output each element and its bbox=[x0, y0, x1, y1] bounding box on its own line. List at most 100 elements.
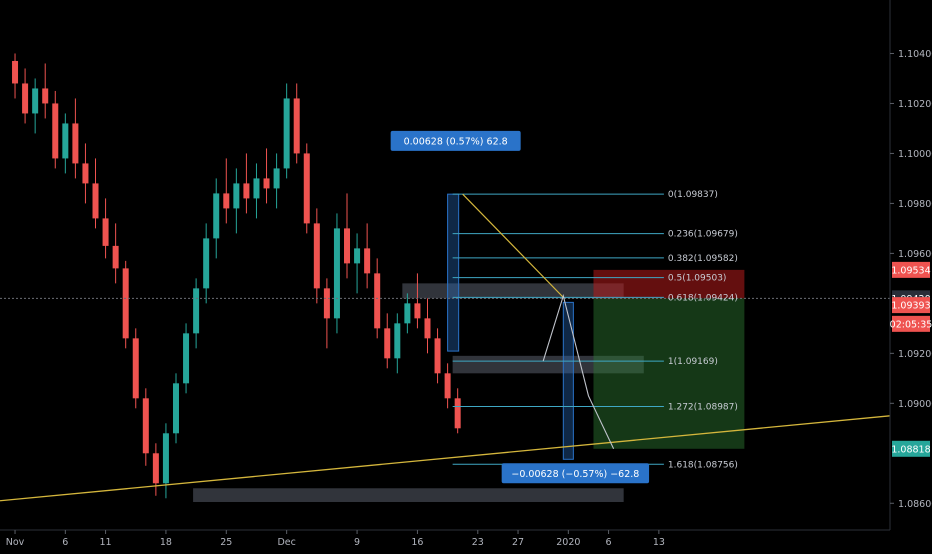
price-label: 1.09534 bbox=[891, 261, 931, 278]
candle-body bbox=[213, 193, 220, 239]
x-tick-label: 18 bbox=[160, 537, 172, 548]
x-tick-label: 6 bbox=[62, 537, 68, 548]
candle-body bbox=[253, 178, 260, 199]
x-tick-label: 6 bbox=[606, 537, 612, 548]
price-axis[interactable]: 1.10400 1.10200 1.10000 1.09800 1.09600 1.092… bbox=[889, 0, 932, 530]
candle-body bbox=[374, 273, 381, 329]
candle bbox=[12, 53, 19, 99]
candle bbox=[243, 153, 250, 214]
y-tick-label: 1.09000 bbox=[898, 399, 932, 410]
resistance-zone bbox=[402, 283, 624, 299]
candle-body bbox=[162, 433, 169, 484]
candle-body bbox=[102, 218, 109, 246]
candle bbox=[22, 68, 29, 124]
fib-level-label: 0.236(1.09679) bbox=[668, 230, 738, 240]
candle bbox=[404, 293, 411, 334]
support-zone bbox=[193, 488, 624, 503]
time-axis[interactable]: Nov 6 11 18 25 Dec 9 16 23 27 2020 6 13 bbox=[0, 529, 890, 548]
projected-path bbox=[542, 293, 615, 450]
candle-body bbox=[263, 178, 270, 189]
candle-body bbox=[354, 248, 361, 264]
candle bbox=[162, 423, 169, 499]
candle-body bbox=[333, 228, 340, 319]
candle bbox=[303, 143, 310, 234]
x-tick-label: 16 bbox=[411, 537, 423, 548]
candle bbox=[223, 158, 230, 224]
candle-body bbox=[203, 238, 210, 289]
candle-body bbox=[42, 88, 49, 104]
price-label: 02:05:35 bbox=[890, 315, 932, 332]
price-label-bg bbox=[892, 261, 930, 278]
price-label-text: 1.08818 bbox=[891, 444, 930, 455]
candle bbox=[152, 443, 159, 496]
candle bbox=[32, 78, 39, 134]
candle bbox=[82, 143, 89, 204]
candle-body bbox=[172, 383, 179, 434]
candle bbox=[444, 363, 451, 409]
stop-loss-zone bbox=[593, 269, 745, 299]
y-tick-label: 1.09200 bbox=[898, 349, 932, 360]
fib-swing-line[interactable] bbox=[462, 193, 564, 298]
candle bbox=[172, 373, 179, 444]
measure-up-label-bg bbox=[390, 130, 521, 151]
measure-down-label-bg bbox=[501, 463, 650, 484]
candle-body bbox=[394, 323, 401, 359]
candle-body bbox=[283, 98, 290, 169]
y-tick-label: 1.09800 bbox=[898, 199, 932, 210]
x-tick-label: 25 bbox=[220, 537, 232, 548]
candle bbox=[193, 278, 200, 349]
price-label-bg bbox=[892, 315, 930, 332]
candle bbox=[62, 113, 69, 174]
x-tick-label: Dec bbox=[277, 537, 295, 548]
price-label-text: 02:05:35 bbox=[890, 319, 932, 330]
x-tick-label: 23 bbox=[472, 537, 484, 548]
candle bbox=[384, 313, 391, 369]
candle-body bbox=[82, 163, 89, 184]
price-label-bg bbox=[892, 440, 930, 457]
candle-body bbox=[414, 303, 421, 319]
candle-body bbox=[142, 398, 149, 454]
candle-body bbox=[293, 98, 300, 154]
candle-body bbox=[52, 103, 59, 159]
candle-body bbox=[384, 328, 391, 359]
candle bbox=[283, 83, 290, 179]
candle bbox=[122, 260, 129, 349]
candle-body bbox=[273, 168, 280, 189]
candle bbox=[183, 323, 190, 394]
x-tick-label: 13 bbox=[653, 537, 665, 548]
candle-body bbox=[223, 193, 230, 209]
y-tick-label: 1.08600 bbox=[898, 499, 932, 510]
fib-level-label: 0(1.09837) bbox=[668, 190, 718, 200]
candle bbox=[313, 208, 320, 304]
candle bbox=[263, 148, 270, 204]
candle bbox=[293, 83, 300, 164]
x-tick-label: 9 bbox=[354, 537, 360, 548]
candle bbox=[273, 153, 280, 209]
y-tick-label: 1.10400 bbox=[898, 49, 932, 60]
long-trendline[interactable] bbox=[0, 415, 891, 502]
candle-body bbox=[243, 183, 250, 199]
candle bbox=[42, 63, 49, 119]
candle bbox=[434, 328, 441, 384]
measure-up-label-text: 0.00628 (0.57%) 62.8 bbox=[404, 136, 508, 147]
candle bbox=[253, 163, 260, 219]
candle-body bbox=[424, 318, 431, 339]
candle bbox=[112, 223, 119, 284]
candle-body bbox=[454, 398, 461, 429]
candle bbox=[414, 273, 421, 329]
candle bbox=[132, 328, 139, 409]
y-tick-label: 1.09600 bbox=[898, 249, 932, 260]
take-profit-zone bbox=[593, 298, 745, 449]
candle-body bbox=[193, 288, 200, 334]
candle bbox=[213, 178, 220, 259]
y-tick-label: 1.10000 bbox=[898, 149, 932, 160]
candle-body bbox=[12, 60, 19, 84]
candle-body bbox=[404, 303, 411, 324]
candle bbox=[344, 193, 351, 279]
x-tick-label: Nov bbox=[6, 537, 25, 548]
candle-body bbox=[323, 288, 330, 319]
candle-body bbox=[92, 183, 99, 219]
